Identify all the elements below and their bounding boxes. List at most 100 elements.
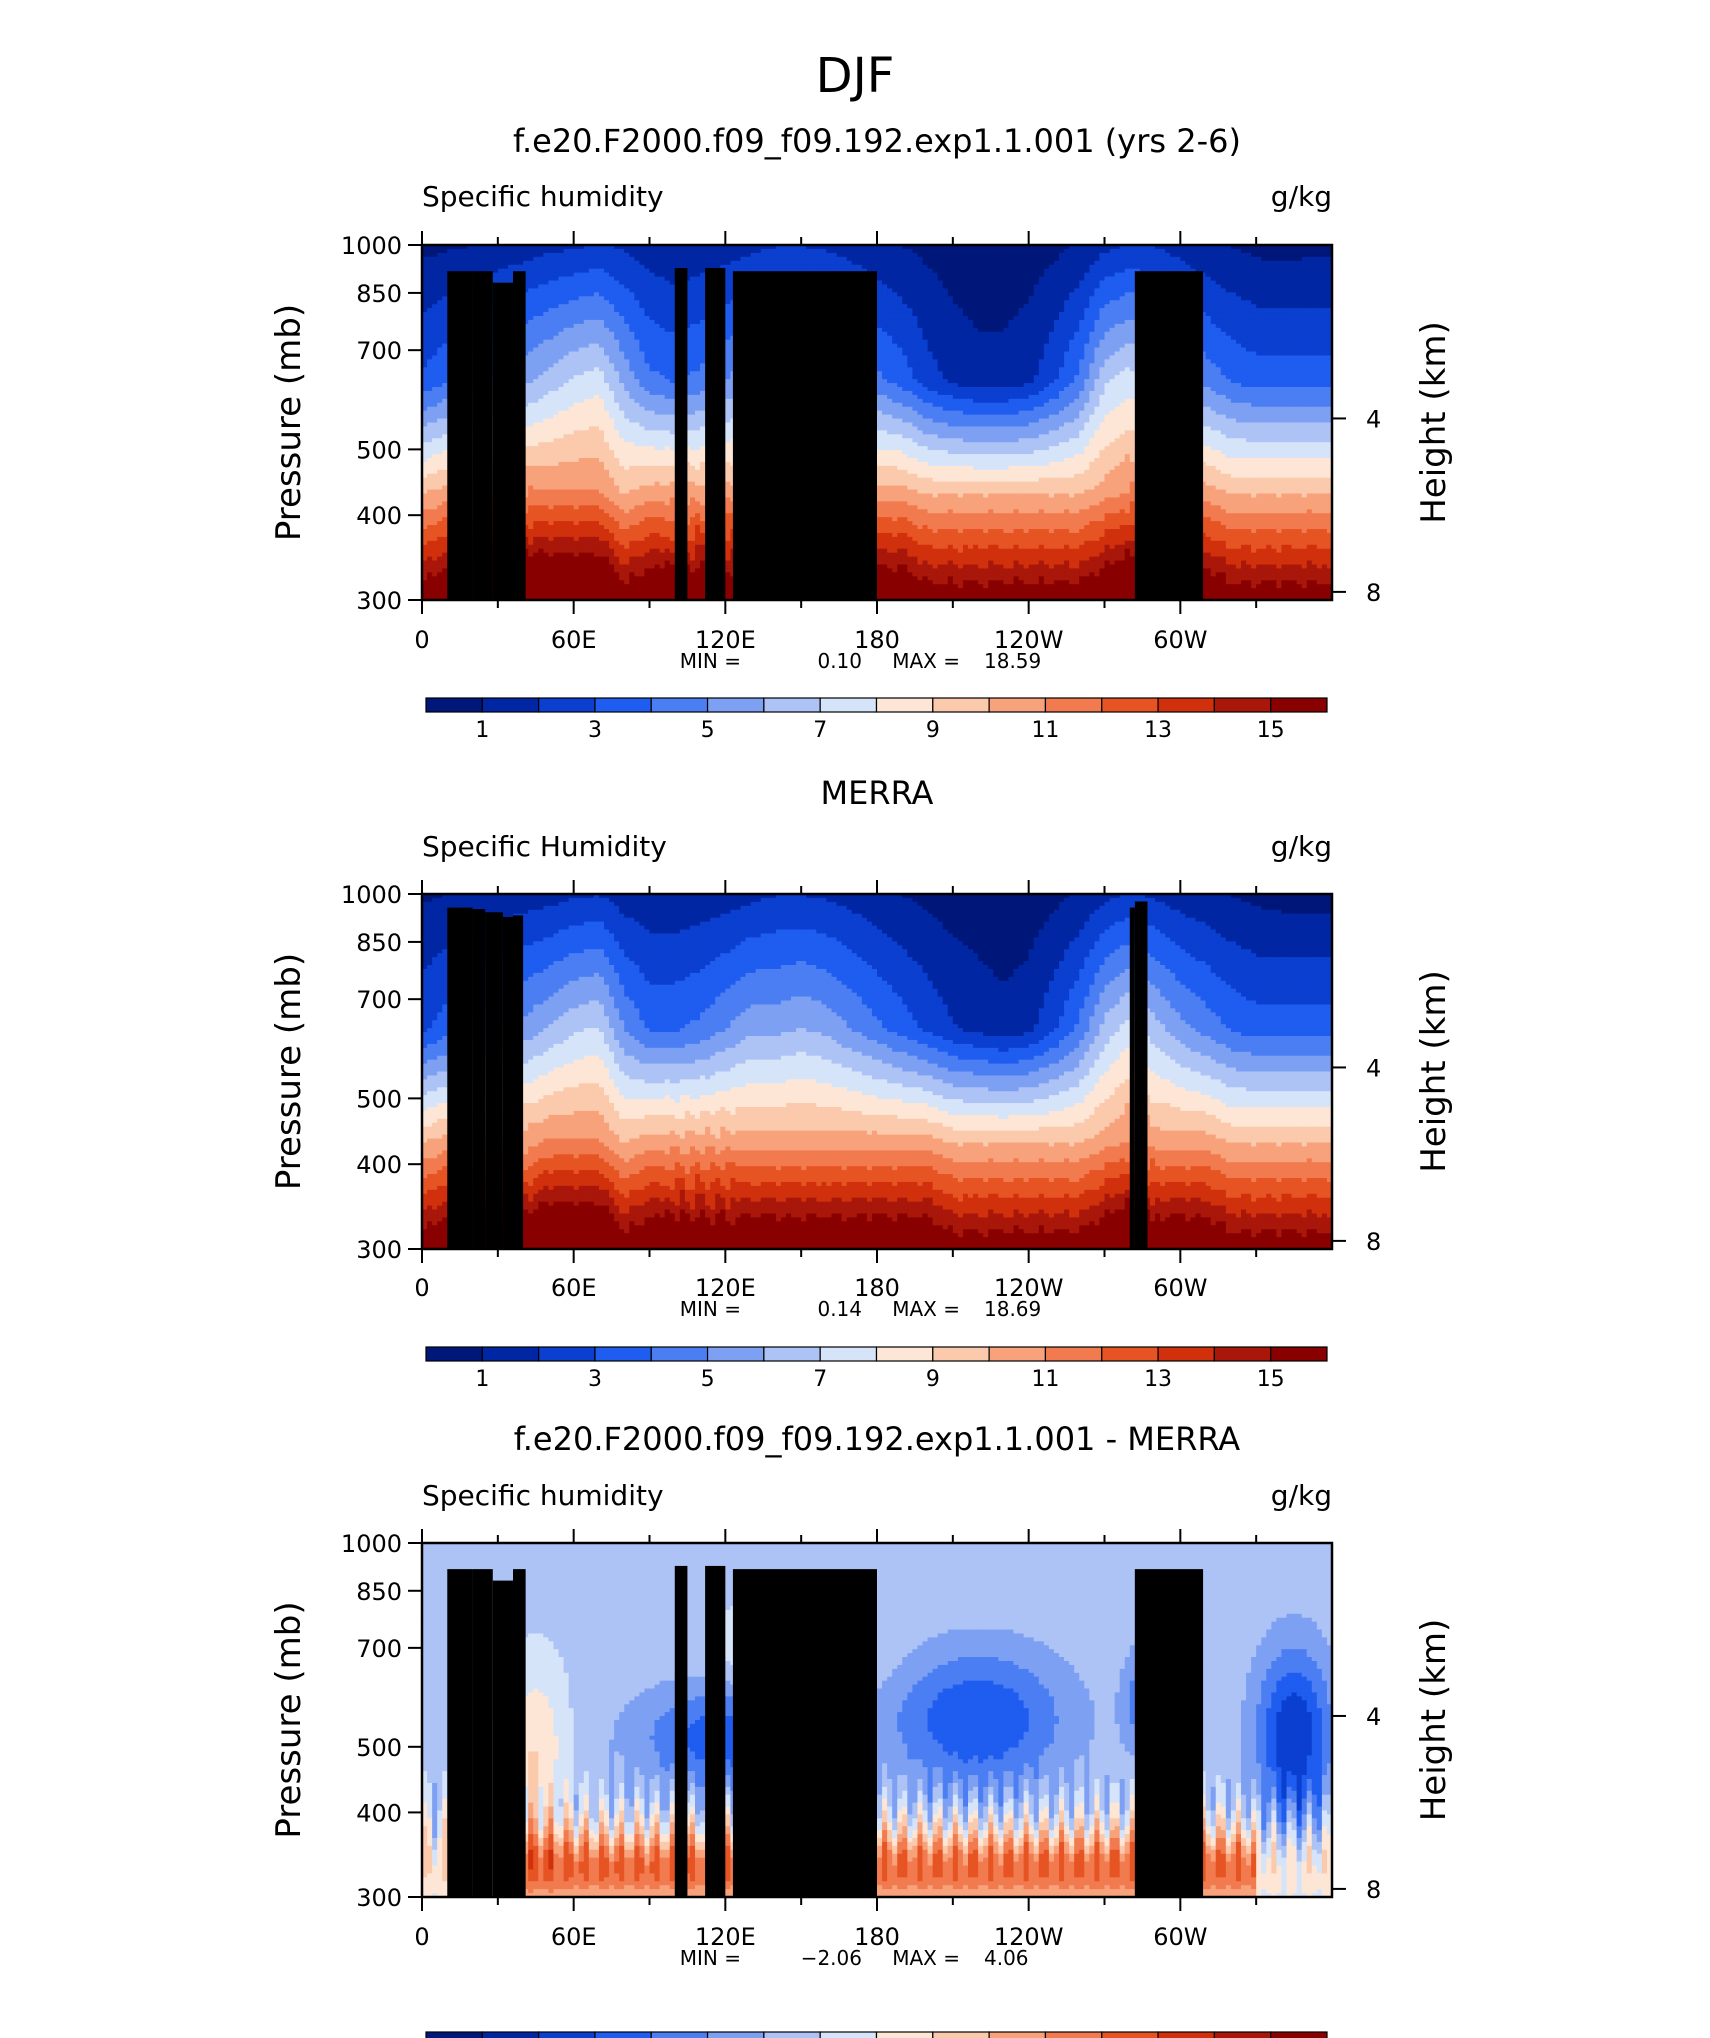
contour-cell [1135,249,1141,254]
contour-cell [478,257,484,262]
contour-cell [730,249,736,254]
contour-cell [1094,253,1100,258]
contour-cell [1261,257,1267,262]
contour-cell [847,253,853,258]
contour-cell [1089,253,1095,258]
contour-cell [715,249,721,254]
contour-cell [685,261,691,266]
contour-cell [847,249,853,254]
contour-cell [806,253,812,258]
contour-cell [644,261,650,266]
contour-cell [710,257,716,262]
contour-cell [725,261,731,266]
contour-cell [538,257,544,262]
contour-cell [1196,253,1202,258]
contour-cell [1307,249,1313,254]
contour-cell [604,253,610,258]
contour-cell [427,261,433,266]
contour-cell [832,249,838,254]
contour-cell [1019,249,1025,254]
contour-cell [660,257,666,262]
contour-cell [933,257,939,262]
contour-cell [928,257,934,262]
contour-cell [427,257,433,262]
contour-cell [695,261,701,266]
contour-cell [1180,249,1186,254]
contour-cell [973,257,979,262]
contour-cell [1145,253,1151,258]
contour-cell [650,261,656,266]
contour-cell [1251,253,1257,258]
contour-cell [594,253,600,258]
contour-cell [978,257,984,262]
contour-cell [720,257,726,262]
contour-cell [538,249,544,254]
contour-cell [629,253,635,258]
contour-cell [791,257,797,262]
contour-cell [1084,253,1090,258]
contour-cell [1231,249,1237,254]
contour-cell [665,253,671,258]
contour-cell [1226,249,1232,254]
contour-cell [553,253,559,258]
contour-cell [1079,249,1085,254]
contour-cell [599,249,605,254]
contour-cell [968,257,974,262]
contour-cell [781,261,787,266]
contour-cell [468,257,474,262]
contour-cell [1287,249,1293,254]
contour-cell [1256,257,1262,262]
contour-cell [872,249,878,254]
contour-cell [796,257,802,262]
contour-cell [821,249,827,254]
contour-cell [902,257,908,262]
contour-cell [629,249,635,254]
contour-cell [973,253,979,258]
contour-cell [579,249,585,254]
contour-cell [624,249,630,254]
contour-cell [1069,257,1075,262]
contour-cell [953,253,959,258]
contour-cell [1185,253,1191,258]
contour-cell [872,253,878,258]
contour-cell [897,249,903,254]
contour-cell [528,257,534,262]
contour-cell [513,253,519,258]
contour-cell [574,253,580,258]
contour-cell [559,253,565,258]
contour-cell [806,257,812,262]
contour-cell [624,261,630,266]
contour-cell [478,249,484,254]
contour-cell [1236,253,1242,258]
contour-cell [1059,257,1065,262]
contour-cell [690,253,696,258]
contour-cell [452,261,458,266]
contour-cell [796,249,802,254]
contour-cell [1196,249,1202,254]
contour-cell [690,257,696,262]
contour-cell [1266,253,1272,258]
contour-cell [902,253,908,258]
contour-cell [564,257,570,262]
contour-cell [1049,253,1055,258]
contour-cell [437,249,443,254]
contour-cell [1312,257,1318,262]
contour-cell [1105,249,1111,254]
contour-cell [619,261,625,266]
contour-cell [1155,249,1161,254]
contour-cell [574,257,580,262]
contour-cell [923,253,929,258]
contour-cell [811,253,817,258]
contour-cell [963,249,969,254]
contour-cell [1064,253,1070,258]
contour-cell [1105,253,1111,258]
contour-cell [1019,257,1025,262]
contour-cell [993,253,999,258]
contour-cell [1307,257,1313,262]
contour-cell [1201,249,1207,254]
figure-title: DJF [816,48,895,104]
contour-cell [1049,257,1055,262]
contour-cell [816,249,822,254]
contour-cell [832,253,838,258]
contour-cell [432,261,438,266]
